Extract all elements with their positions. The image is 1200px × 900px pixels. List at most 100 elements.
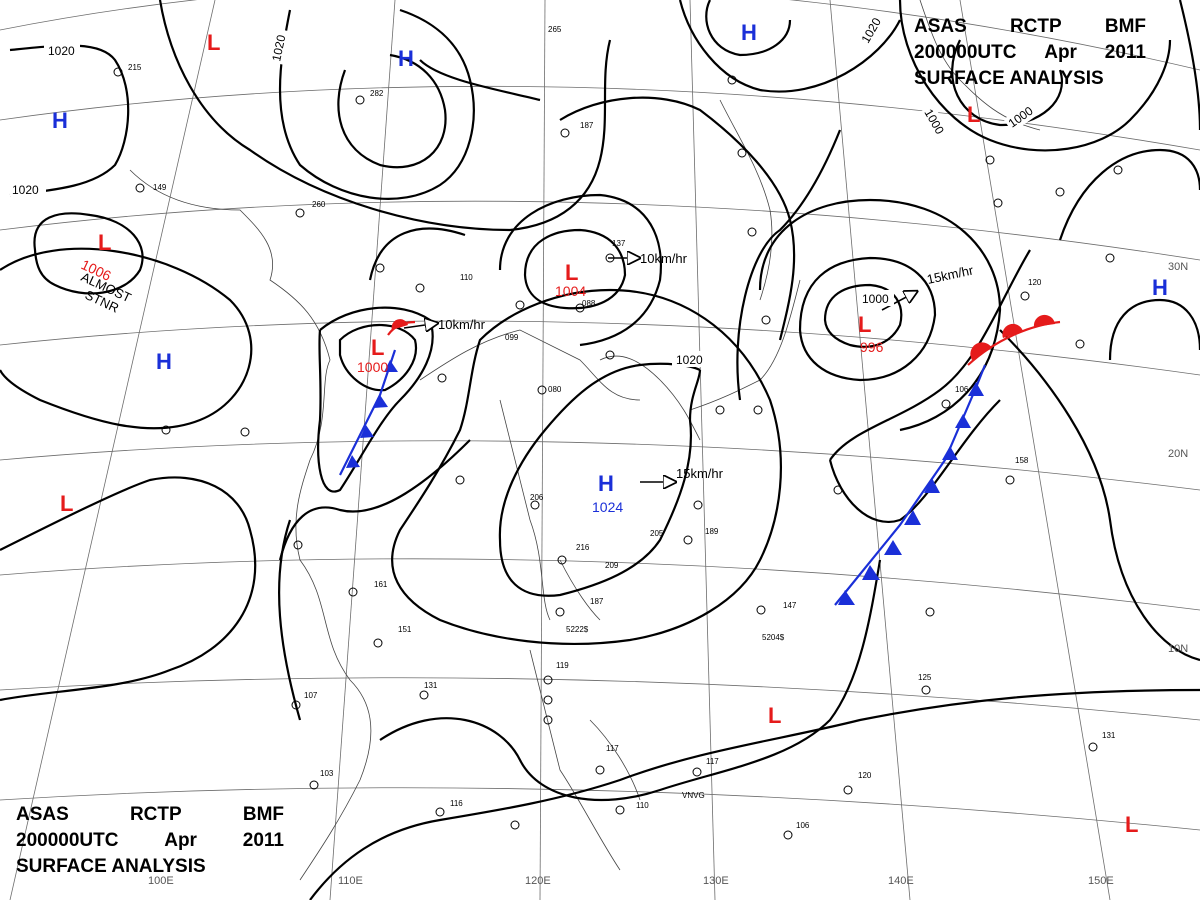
isobar-label: 1020 — [48, 44, 75, 58]
station-value: 106 — [796, 821, 810, 830]
station-value: 149 — [153, 183, 167, 192]
warm-fronts — [387, 314, 1061, 366]
station-value: 282 — [370, 89, 384, 98]
motion-speed-label: 15km/hr — [676, 466, 724, 481]
station-value: 187 — [590, 597, 604, 606]
station-value: 117 — [706, 757, 719, 766]
title-row-3: SURFACE ANALYSIS — [16, 856, 206, 877]
station-value: 120 — [1028, 278, 1042, 287]
station-value: 209 — [605, 561, 619, 570]
graticule-labels: 100E 110E 120E 130E 140E 150E 30N 20N 10… — [148, 261, 1188, 887]
low-center-letter: L — [768, 703, 781, 728]
station-value: 137 — [612, 239, 626, 248]
station-value: 5222$ — [566, 625, 589, 634]
title-month: Apr — [1044, 42, 1077, 63]
station-value: 106 — [955, 385, 969, 394]
title-year: 2011 — [242, 830, 284, 851]
title-code: BMF — [242, 804, 284, 825]
isobar-label: 1020 — [676, 353, 703, 367]
station-value: 117 — [606, 744, 619, 753]
title-row-3: SURFACE ANALYSIS — [914, 68, 1104, 89]
station-value: 120 — [858, 771, 872, 780]
station-numbers: 265 282 260 187 149 215 110 137 088 099 … — [128, 25, 1116, 830]
map-title-top: ASAS RCTP BMF 200000UTC Apr 2011 SURFACE… — [914, 14, 1146, 92]
longitude-label: 130E — [703, 875, 729, 887]
low-center-value: 1004 — [555, 283, 586, 299]
isobar-label: 1020 — [12, 183, 39, 197]
station-value: 116 — [450, 799, 463, 808]
station-value: 158 — [1015, 456, 1029, 465]
title-year: 2011 — [1104, 42, 1146, 63]
station-value: 216 — [576, 543, 590, 552]
title-row-1: ASAS RCTP BMF — [16, 802, 284, 828]
station-value: 206 — [530, 493, 544, 502]
low-center-value: 996 — [860, 339, 884, 355]
isobar-labels: 1020 1020 1020 1020 1020 1000 1000 1000 — [10, 10, 1041, 367]
title-row-2: 200000UTC Apr 2011 — [914, 40, 1146, 66]
longitude-label: 110E — [338, 875, 363, 887]
station-value: 107 — [304, 691, 318, 700]
title-code: BMF — [1104, 16, 1146, 37]
title-time: 200000UTC — [16, 830, 119, 851]
motion-speed-label: 10km/hr — [438, 317, 486, 332]
latitude-label: 20N — [1168, 448, 1188, 460]
title-row-2: 200000UTC Apr 2011 — [16, 828, 284, 854]
station-value: 110 — [460, 273, 473, 282]
low-center-letter: L — [858, 312, 871, 337]
station-value: 131 — [1102, 731, 1116, 740]
station-value: 260 — [312, 200, 326, 209]
station-value: 189 — [705, 527, 719, 536]
longitude-label: 100E — [148, 875, 174, 887]
station-markers — [113, 67, 1123, 840]
low-center-letter: L — [565, 260, 578, 285]
station-value: 099 — [505, 333, 519, 342]
coastlines — [129, 0, 1041, 881]
longitude-label: 120E — [525, 875, 551, 887]
station-value: 147 — [783, 601, 797, 610]
low-center-letter: L — [98, 230, 111, 255]
station-value: 131 — [424, 681, 438, 690]
station-value: 161 — [374, 580, 388, 589]
high-center-letter: H — [156, 349, 172, 374]
station-value: 151 — [398, 625, 412, 634]
high-center-value: 1024 — [592, 499, 623, 515]
motion-speed-label: 10km/hr — [640, 251, 688, 266]
station-value: 125 — [918, 673, 932, 682]
title-row-1: ASAS RCTP BMF — [914, 14, 1146, 40]
low-center-letter: L — [967, 102, 980, 127]
latitude-label: 10N — [1168, 643, 1188, 655]
map-title-bottom: ASAS RCTP BMF 200000UTC Apr 2011 SURFACE… — [16, 802, 284, 880]
station-value: 215 — [128, 63, 142, 72]
low-center-letter: L — [207, 30, 220, 55]
longitude-label: 150E — [1088, 875, 1114, 887]
cold-fronts — [339, 349, 987, 606]
station-value: 205 — [650, 529, 664, 538]
high-center-letter: H — [1152, 275, 1168, 300]
low-center-letter: L — [60, 491, 73, 516]
station-value: 110 — [636, 801, 649, 810]
low-center-letter: L — [1125, 812, 1138, 837]
pressure-centers: L H H L 1006 H L 1004 L 1000 H 1024 L L … — [52, 20, 1168, 837]
station-value: 119 — [556, 661, 569, 670]
station-value: 5204$ — [762, 633, 785, 642]
title-time: 200000UTC — [914, 42, 1017, 63]
station-value: 103 — [320, 769, 334, 778]
high-center-letter: H — [52, 108, 68, 133]
motion-arrows — [403, 258, 912, 482]
high-center-letter: H — [398, 46, 414, 71]
station-value: 080 — [548, 385, 562, 394]
station-value: 187 — [580, 121, 594, 130]
isobar-label: 1000 — [862, 292, 889, 306]
high-center-letter: H — [741, 20, 757, 45]
low-center-letter: L — [371, 335, 384, 360]
title-agency: ASAS — [914, 16, 967, 37]
title-month: Apr — [164, 830, 197, 851]
isobar-label: 1020 — [269, 33, 288, 62]
station-value: 265 — [548, 25, 562, 34]
title-agency: ASAS — [16, 804, 69, 825]
station-value: VNVG — [682, 791, 705, 800]
low-center-value: 1000 — [357, 359, 388, 375]
